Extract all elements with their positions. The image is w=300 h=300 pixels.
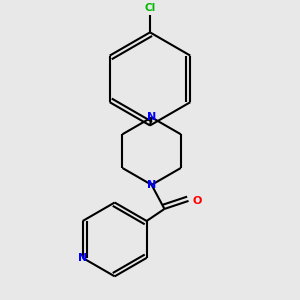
Text: Cl: Cl (144, 3, 156, 13)
Text: N: N (78, 253, 87, 263)
Text: N: N (147, 180, 156, 190)
Text: N: N (147, 112, 156, 122)
Text: O: O (192, 196, 202, 206)
